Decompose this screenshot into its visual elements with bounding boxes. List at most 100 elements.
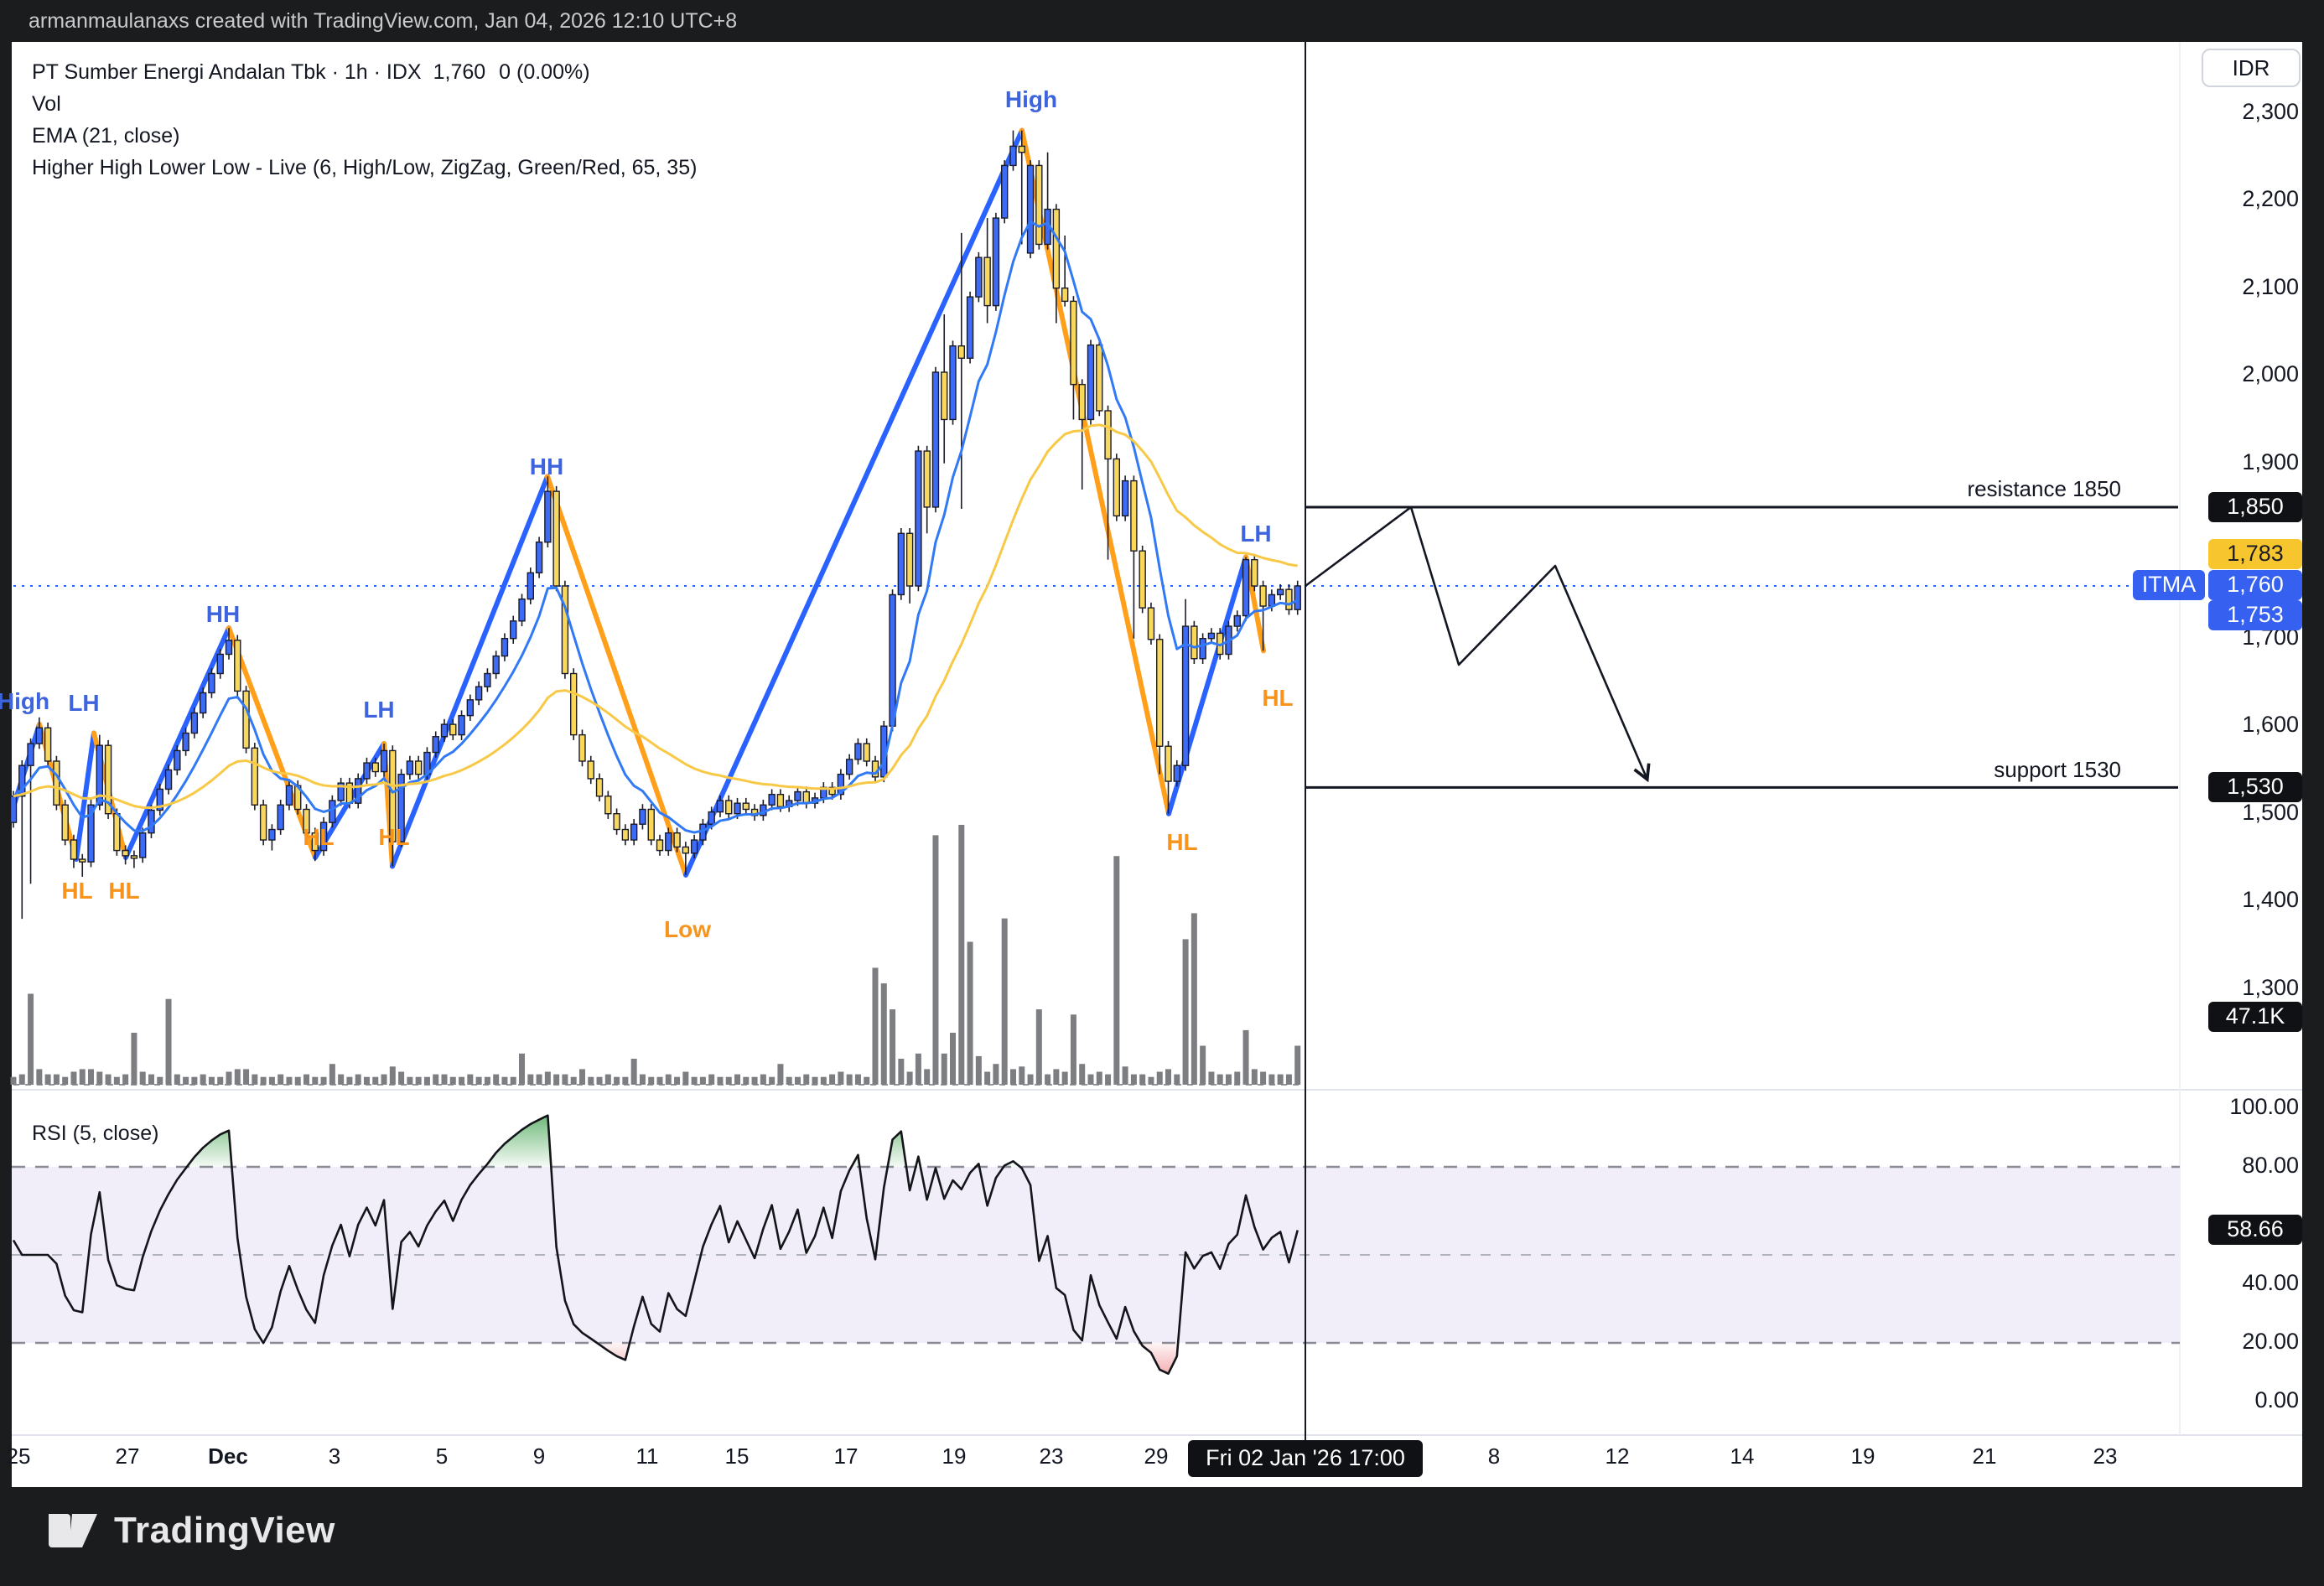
candle-body-up <box>1026 164 1035 254</box>
support-label: support 1530 <box>1994 757 2121 782</box>
price-axis-tick[interactable]: 2,100 <box>2242 274 2299 299</box>
candle <box>440 718 449 743</box>
candle <box>673 827 681 853</box>
candle-body-up <box>319 822 328 852</box>
time-axis-tick[interactable]: 17 <box>834 1443 859 1469</box>
candle-body-up <box>458 714 465 736</box>
time-axis-tick[interactable]: Dec <box>208 1443 248 1469</box>
volume-bar <box>1216 1074 1223 1085</box>
candle-body-down <box>776 794 785 808</box>
time-axis-tick[interactable]: 12 <box>1606 1443 1630 1469</box>
candle <box>1173 759 1181 787</box>
candle-body-down <box>1035 164 1043 246</box>
candle <box>544 476 552 548</box>
rsi-axis-tick[interactable]: 40.00 <box>2242 1270 2299 1295</box>
candle-body-down <box>1052 208 1061 289</box>
candle <box>208 668 215 698</box>
candle-series <box>9 130 1301 920</box>
candle <box>1207 628 1216 644</box>
time-axis-tick[interactable]: 21 <box>1973 1443 1997 1469</box>
candle <box>630 818 638 846</box>
volume-bar <box>1191 913 1197 1085</box>
rsi-axis-tick[interactable]: 20.00 <box>2242 1329 2299 1354</box>
time-axis-tick[interactable]: 11 <box>636 1443 659 1469</box>
candle-body-up <box>708 811 715 825</box>
projection-path[interactable] <box>1305 505 1651 783</box>
time-axis-tick[interactable]: 23 <box>2093 1443 2118 1469</box>
time-axis-tick[interactable]: 9 <box>533 1443 545 1469</box>
time-axis-tick[interactable]: 27 <box>116 1443 140 1469</box>
last-price: 1,760 <box>433 60 486 84</box>
price-axis-tick[interactable]: 1,400 <box>2242 887 2299 912</box>
tradingview-logo[interactable]: TradingView <box>47 1509 335 1552</box>
chart-legend: PT Sumber Energi Andalan Tbk · 1h · IDX 1… <box>32 60 697 188</box>
time-axis-tick[interactable]: 19 <box>1851 1443 1875 1469</box>
rsi-axis-tick[interactable]: 100.00 <box>2229 1094 2299 1119</box>
volume-bar <box>286 1076 293 1085</box>
currency-toggle-button[interactable]: IDR <box>2202 49 2301 87</box>
price-axis-tick[interactable]: 1,900 <box>2242 449 2299 474</box>
volume-bar <box>941 1053 947 1085</box>
candle-body-down <box>1156 639 1164 747</box>
rsi-value-badge-text: 58.66 <box>2227 1216 2284 1241</box>
volume-bar <box>475 1076 482 1085</box>
candle <box>104 739 112 819</box>
candle-body-down <box>414 760 423 775</box>
price-axis-tick[interactable]: 1,300 <box>2242 975 2299 1000</box>
volume-bar <box>510 1076 516 1085</box>
swing-label-hl: HL <box>1262 685 1293 711</box>
time-axis-tick[interactable]: 8 <box>1488 1443 1500 1469</box>
price-axis-tick[interactable]: 2,200 <box>2242 186 2299 211</box>
price-axis-badge-text: 1,760 <box>2227 572 2284 597</box>
time-axis-tick[interactable]: 5 <box>436 1443 448 1469</box>
candle-body-up <box>337 782 345 801</box>
volume-indicator-row[interactable]: Vol <box>32 92 697 117</box>
candle-body-down <box>1285 588 1293 610</box>
candle <box>1285 583 1293 615</box>
rsi-axis-tick[interactable]: 80.00 <box>2242 1153 2299 1178</box>
volume-bar <box>993 1064 999 1085</box>
time-axis-tick[interactable]: 25 <box>7 1443 31 1469</box>
candle <box>259 799 267 846</box>
symbol-row[interactable]: PT Sumber Energi Andalan Tbk · 1h · IDX 1… <box>32 60 697 85</box>
candle-body-up <box>1268 593 1276 607</box>
price-axis-tick[interactable]: 1,500 <box>2242 800 2299 825</box>
time-axis-tick[interactable]: 23 <box>1040 1443 1064 1469</box>
hhll-indicator-row[interactable]: Higher High Lower Low - Live (6, High/Lo… <box>32 156 697 180</box>
price-axis-tick[interactable]: 2,300 <box>2242 99 2299 124</box>
price-axis-badge-text: 1,753 <box>2227 602 2284 627</box>
volume-bar <box>381 1074 387 1085</box>
volume-bar <box>656 1076 663 1085</box>
price-axis-tick[interactable]: 2,000 <box>2242 361 2299 386</box>
candle-body-up <box>854 743 862 760</box>
candle-body-up <box>475 686 483 701</box>
time-axis-tick[interactable]: 3 <box>329 1443 340 1469</box>
rsi-axis-tick[interactable]: 0.00 <box>2254 1387 2299 1412</box>
candle-body-up <box>501 638 509 657</box>
candle-body-up <box>18 764 26 797</box>
ema-indicator-row[interactable]: EMA (21, close) <box>32 124 697 148</box>
candle-body-down <box>957 345 966 360</box>
candle-body-up <box>277 804 284 831</box>
candle-body-down <box>449 723 457 736</box>
time-axis-tick[interactable]: 29 <box>1144 1443 1169 1469</box>
volume-bar <box>1096 1071 1102 1085</box>
price-axis-tick[interactable]: 1,600 <box>2242 712 2299 737</box>
candle <box>148 805 155 838</box>
candle <box>1147 602 1155 645</box>
candle <box>380 744 388 777</box>
candle <box>1242 557 1250 621</box>
candle-body-up <box>915 450 922 587</box>
candle <box>1251 554 1258 592</box>
volume-bar <box>578 1069 585 1085</box>
rsi-pane-label[interactable]: RSI (5, close) <box>32 1122 158 1145</box>
time-axis-tick[interactable]: 19 <box>942 1443 967 1469</box>
volume-bar <box>243 1069 250 1085</box>
candle <box>70 834 78 868</box>
candle <box>931 366 940 513</box>
candle-body-up <box>199 692 207 714</box>
time-axis-tick[interactable]: 14 <box>1730 1443 1755 1469</box>
time-axis-tick[interactable]: 15 <box>725 1443 750 1469</box>
volume-bar <box>79 1069 86 1085</box>
